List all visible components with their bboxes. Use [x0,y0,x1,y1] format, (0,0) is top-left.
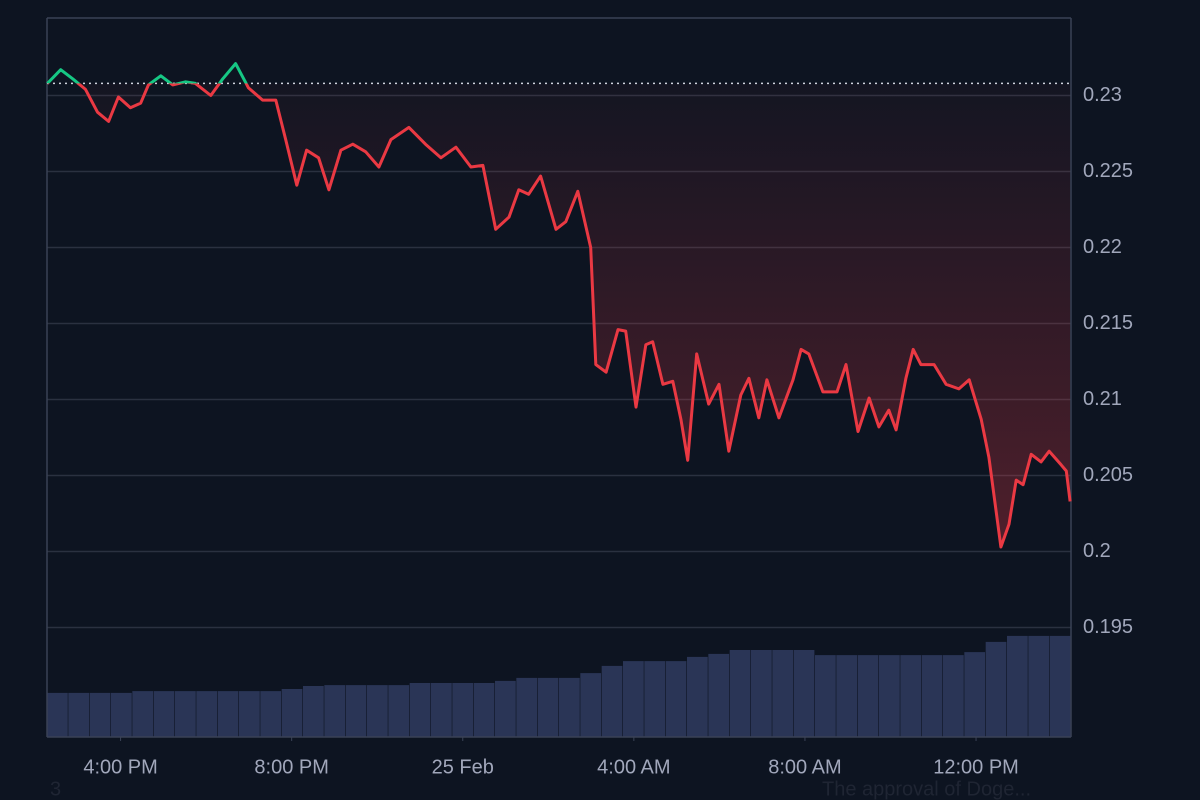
x-tick-label: 4:00 AM [597,756,670,778]
volume-bar [1028,635,1050,737]
volume-bar [537,677,559,737]
price-line-down [47,83,1072,549]
volume-bar [303,686,324,737]
volume-bar [473,683,495,737]
y-tick-label: 0.23 [1083,84,1122,106]
x-tick-label: 4:00 PM [83,756,157,778]
volume-bar [964,652,986,737]
volume-bar [815,655,836,737]
volume-bar [1049,635,1071,737]
volume-bar [623,661,644,737]
volume-bar [132,691,154,737]
volume-bar [708,653,730,737]
volume-bar [239,691,260,737]
volume-bar [409,683,431,737]
footer-news[interactable]: The approval of Doge... [822,778,1031,800]
x-tick-label: 8:00 PM [254,756,328,778]
area-fill [47,83,1071,547]
volume-bar [217,691,239,737]
volume-bar [47,692,68,737]
volume-bar [772,650,794,737]
volume-bar [196,691,218,737]
x-tick-label: 25 Feb [432,756,494,778]
volume-bar [793,650,815,737]
y-tick-label: 0.22 [1083,236,1122,258]
volume-bar [367,685,388,737]
volume-bar [687,656,708,737]
volume-bar [281,689,303,737]
volume-bar [175,691,196,737]
y-tick-label: 0.195 [1083,616,1133,638]
volume-bar [260,691,282,737]
volume-bar [324,685,346,737]
volume-bar [729,650,751,737]
volume-bar [644,661,666,737]
volume-bar [751,650,772,737]
footer-left: 3 [50,778,61,800]
y-tick-label: 0.21 [1083,388,1122,410]
volume-bar [836,655,858,737]
price-line-up [46,62,248,84]
x-tick-label: 12:00 PM [933,756,1019,778]
volume-bar [900,655,922,737]
volume-bar [516,677,538,737]
volume-bar [601,665,623,737]
y-tick-label: 0.215 [1083,312,1133,334]
volume-bar [431,683,452,737]
volume-bar [345,685,367,737]
volume-bar [68,692,90,737]
y-tick-label: 0.2 [1083,540,1111,562]
volume-bar [89,692,111,737]
volume-bar [452,683,474,737]
volume-bar [921,655,943,737]
volume-bar [559,677,580,737]
y-tick-label: 0.205 [1083,464,1133,486]
volume-bar [495,680,516,737]
volume-bar [857,655,879,737]
volume-bar [580,673,602,737]
x-tick-label: 8:00 AM [768,756,841,778]
volume-bar [985,641,1007,737]
volume-bar [1007,635,1028,737]
volume-bar [111,692,132,737]
volume-bar [153,691,175,737]
volume-bar [388,685,410,737]
volume-bar [943,655,964,737]
y-tick-label: 0.225 [1083,160,1133,182]
volume-bar [665,661,687,737]
volume-bar [879,655,900,737]
